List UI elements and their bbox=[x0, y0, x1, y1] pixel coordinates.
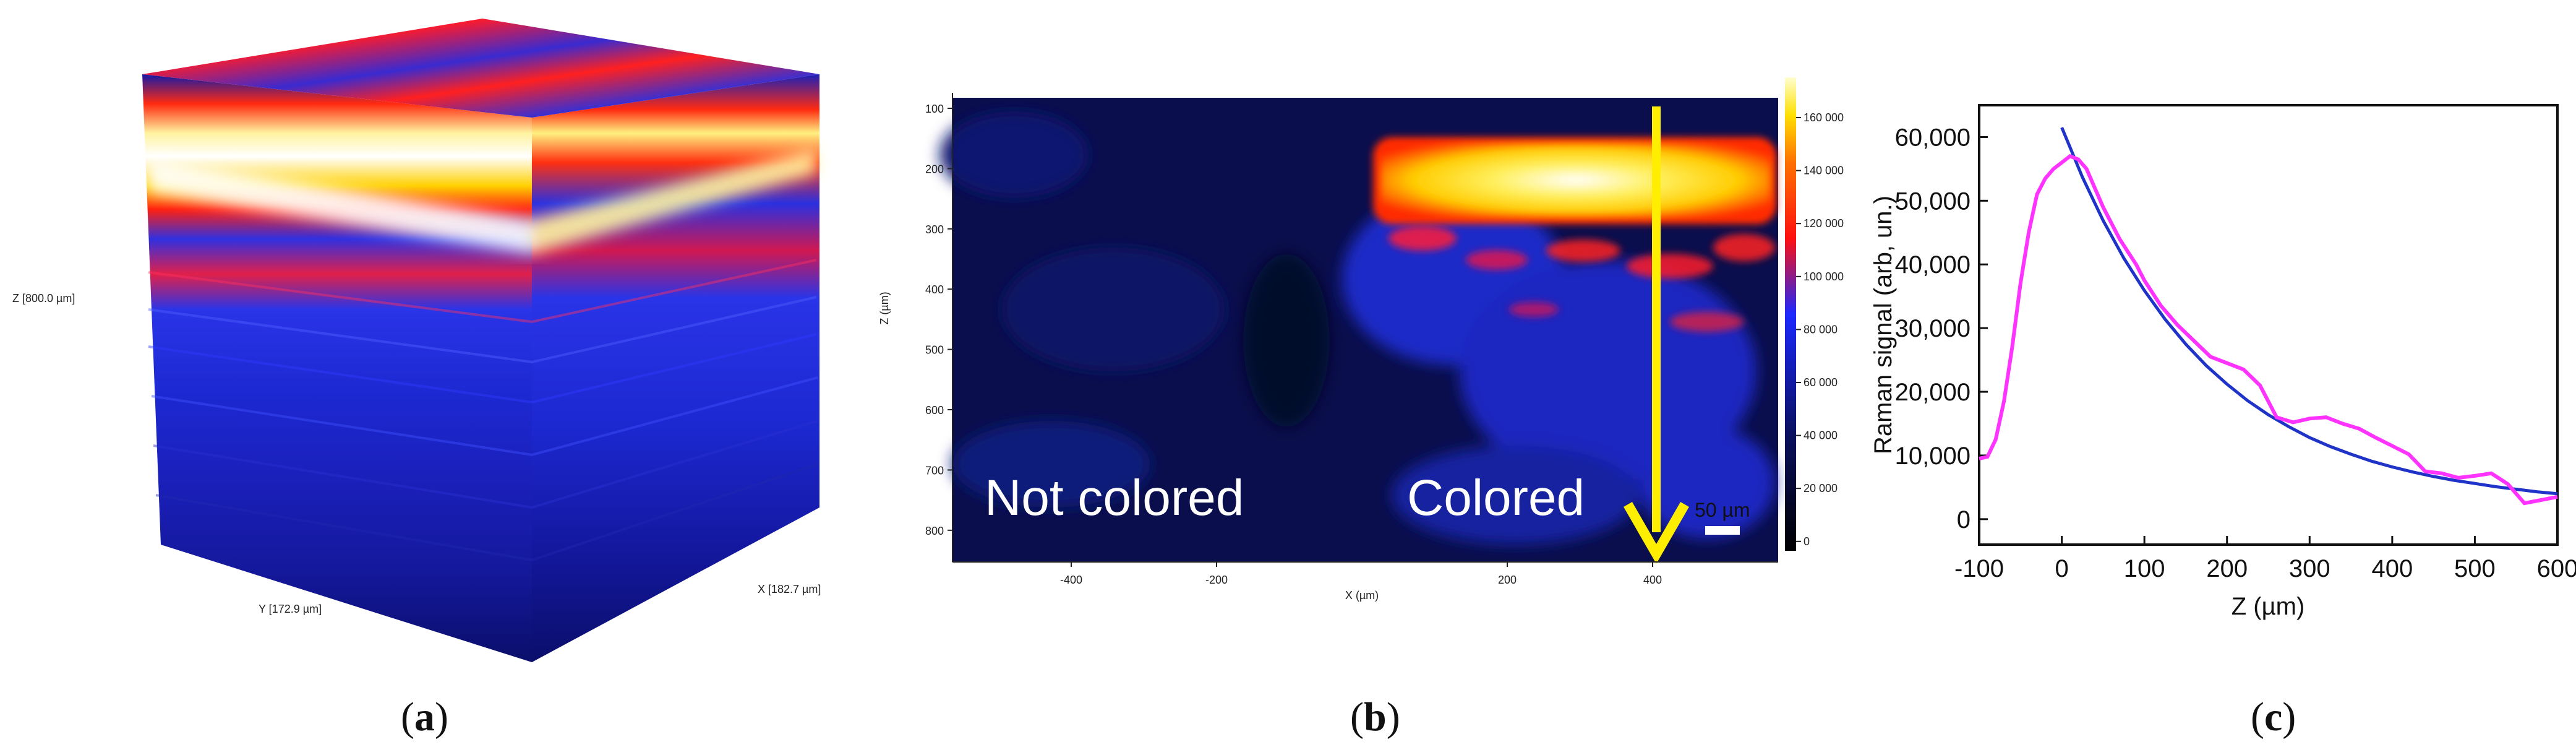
heatmap-x-axis: -400 -200 200 400 bbox=[952, 561, 1778, 586]
colorbar-tick-label: 140 000 bbox=[1804, 165, 1844, 177]
colorbar-tick-label: 60 000 bbox=[1804, 376, 1838, 389]
cube-top-face bbox=[142, 19, 819, 118]
panel-a-label: (a) bbox=[401, 694, 448, 740]
colorbar-ticks: 160 000 140 000 120 000 100 000 80 000 60 000… bbox=[1796, 111, 1844, 548]
plot-y-tick-label: 0 bbox=[1957, 506, 1971, 533]
plot-x-tick-label: 300 bbox=[2289, 555, 2330, 582]
panel-b-label: (b) bbox=[1350, 694, 1400, 740]
heatmap-y-axis: 100 200 300 400 500 600 700 800 bbox=[925, 93, 953, 562]
plot-frame bbox=[1978, 104, 2559, 546]
heatmap-y-tick-label: 100 bbox=[925, 103, 944, 115]
panel-b-heatmap: Not colored Colored 50 µm 100 200 300 400 50… bbox=[878, 77, 1844, 740]
panel-c-line-chart: 0 10,000 20,000 30,000 40,000 50,000 60,000 -1… bbox=[1870, 104, 2576, 740]
measured-curve-series bbox=[1979, 153, 2558, 506]
fit-curve-series bbox=[2060, 127, 2558, 496]
heatmap-y-tick-label: 600 bbox=[925, 404, 944, 417]
heatmap-y-tick-label: 400 bbox=[925, 283, 944, 296]
plot-x-tick-label: -100 bbox=[1954, 555, 2004, 582]
scale-bar-label: 50 µm bbox=[1695, 499, 1750, 521]
plot-x-tick-label: 600 bbox=[2537, 555, 2576, 582]
colorbar-tick-label: 40 000 bbox=[1804, 430, 1838, 442]
cube-hot-band bbox=[148, 149, 816, 254]
plot-x-axis-label: Z (µm) bbox=[2232, 593, 2305, 620]
plot-x-axis: -100 0 100 200 300 400 500 600 bbox=[1954, 536, 2576, 582]
colorbar-tick-label: 120 000 bbox=[1804, 217, 1844, 230]
colorbar-tick-label: 20 000 bbox=[1804, 482, 1838, 494]
plot-y-tick-label: 10,000 bbox=[1895, 443, 1971, 470]
cube-z-axis-label: Z [800.0 µm] bbox=[12, 292, 75, 304]
colorbar-tick-label: 160 000 bbox=[1804, 111, 1844, 124]
colorbar-tick-label: 0 bbox=[1804, 535, 1810, 548]
heatmap-x-axis-label: X (µm) bbox=[1345, 589, 1379, 602]
heatmap-y-tick-label: 800 bbox=[925, 525, 944, 537]
cube-left-face bbox=[142, 74, 532, 662]
heatmap-y-tick-label: 300 bbox=[925, 223, 944, 236]
plot-y-tick-label: 40,000 bbox=[1895, 251, 1971, 279]
heatmap-y-tick-label: 200 bbox=[925, 163, 944, 175]
plot-y-tick-label: 20,000 bbox=[1895, 379, 1971, 406]
plot-x-tick-label: 0 bbox=[2055, 555, 2068, 582]
plot-x-tick-label: 400 bbox=[2371, 555, 2413, 582]
plot-x-tick-label: 100 bbox=[2124, 555, 2165, 582]
colorbar bbox=[1785, 77, 1796, 551]
heatmap-y-axis-label: Z (µm) bbox=[878, 291, 891, 324]
panel-c-label: (c) bbox=[2251, 694, 2296, 740]
heatmap-x-tick-label: 400 bbox=[1643, 574, 1662, 586]
scale-bar bbox=[1705, 526, 1740, 535]
cube-x-axis-label: X [182.7 µm] bbox=[758, 583, 821, 595]
plot-x-tick-label: 500 bbox=[2454, 555, 2496, 582]
depth-arrow bbox=[1624, 106, 1689, 564]
plot-y-axis-label: Raman signal (arb, un.) bbox=[1870, 196, 1897, 454]
not-colored-label: Not colored bbox=[985, 470, 1244, 526]
heatmap-x-tick-label: -200 bbox=[1205, 574, 1228, 586]
plot-x-tick-label: 200 bbox=[2206, 555, 2248, 582]
heatmap-red-speckle bbox=[1389, 226, 1775, 332]
colored-label: Colored bbox=[1407, 470, 1585, 526]
panel-a-cube: Z [800.0 µm] Y [172.9 µm] X [182.7 µm] (… bbox=[12, 19, 821, 740]
plot-y-tick-label: 50,000 bbox=[1895, 188, 1971, 215]
heatmap-x-tick-label: -400 bbox=[1060, 574, 1082, 586]
colorbar-tick-label: 80 000 bbox=[1804, 323, 1838, 335]
heatmap-y-tick-label: 500 bbox=[925, 344, 944, 356]
plot-y-tick-label: 60,000 bbox=[1895, 124, 1971, 151]
colorbar-tick-label: 100 000 bbox=[1804, 270, 1844, 283]
heatmap-x-tick-label: 200 bbox=[1498, 574, 1517, 586]
heatmap-hot-region bbox=[1373, 137, 1776, 224]
cube-strata bbox=[148, 259, 818, 562]
cube-y-axis-label: Y [172.9 µm] bbox=[259, 603, 322, 615]
plot-y-tick-label: 30,000 bbox=[1895, 315, 1971, 342]
plot-y-axis: 0 10,000 20,000 30,000 40,000 50,000 60,000 bbox=[1895, 124, 1988, 533]
heatmap-y-tick-label: 700 bbox=[925, 464, 944, 477]
